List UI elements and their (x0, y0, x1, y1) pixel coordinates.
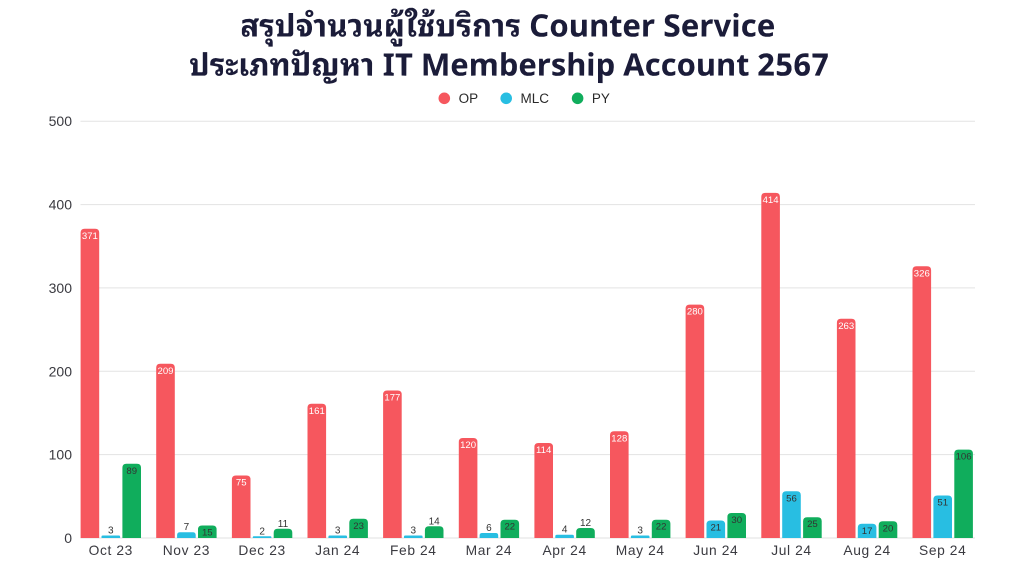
svg-text:22: 22 (656, 522, 667, 533)
svg-text:2: 2 (259, 526, 265, 537)
svg-text:21: 21 (710, 523, 721, 534)
svg-text:326: 326 (914, 268, 930, 279)
svg-text:177: 177 (384, 393, 400, 404)
svg-text:Feb 24: Feb 24 (390, 543, 437, 558)
svg-text:263: 263 (838, 321, 854, 332)
svg-text:PY: PY (592, 91, 610, 106)
svg-text:22: 22 (504, 522, 515, 533)
svg-text:Jul 24: Jul 24 (771, 543, 811, 558)
svg-text:56: 56 (786, 493, 797, 504)
svg-text:200: 200 (49, 363, 73, 379)
svg-text:Sep 24: Sep 24 (919, 543, 966, 558)
svg-text:120: 120 (460, 440, 476, 451)
svg-text:Dec 23: Dec 23 (238, 543, 285, 558)
svg-text:23: 23 (353, 521, 364, 532)
svg-text:280: 280 (687, 307, 703, 318)
svg-text:Jan 24: Jan 24 (315, 543, 360, 558)
svg-text:May 24: May 24 (616, 543, 665, 558)
svg-text:414: 414 (763, 195, 780, 206)
svg-text:OP: OP (459, 91, 479, 106)
svg-text:Nov 23: Nov 23 (163, 543, 210, 558)
svg-text:3: 3 (637, 526, 643, 537)
svg-text:4: 4 (562, 525, 568, 536)
svg-text:500: 500 (49, 113, 73, 129)
svg-text:14: 14 (429, 516, 441, 527)
svg-text:161: 161 (309, 406, 325, 417)
svg-text:Apr 24: Apr 24 (542, 543, 586, 558)
svg-text:6: 6 (486, 523, 492, 534)
svg-text:7: 7 (184, 522, 190, 533)
svg-text:106: 106 (956, 452, 972, 463)
svg-text:Oct 23: Oct 23 (89, 543, 133, 558)
svg-text:MLC: MLC (521, 91, 550, 106)
svg-text:3: 3 (335, 526, 341, 537)
svg-text:17: 17 (862, 526, 873, 537)
svg-text:12: 12 (580, 518, 592, 529)
svg-text:3: 3 (411, 526, 417, 537)
svg-text:25: 25 (807, 519, 818, 530)
svg-text:371: 371 (82, 231, 98, 242)
svg-text:3: 3 (108, 526, 114, 537)
svg-text:209: 209 (157, 366, 173, 377)
svg-text:20: 20 (883, 523, 894, 534)
svg-text:15: 15 (202, 528, 213, 539)
svg-text:75: 75 (236, 478, 247, 489)
svg-text:0: 0 (64, 530, 72, 546)
svg-text:51: 51 (937, 498, 948, 509)
svg-text:11: 11 (278, 519, 289, 530)
svg-text:100: 100 (49, 447, 73, 463)
svg-text:Mar 24: Mar 24 (466, 543, 513, 558)
svg-text:Aug 24: Aug 24 (843, 543, 890, 558)
svg-text:128: 128 (611, 433, 627, 444)
svg-text:Jun 24: Jun 24 (693, 543, 738, 558)
svg-text:89: 89 (126, 466, 137, 477)
svg-text:114: 114 (536, 445, 552, 456)
svg-text:400: 400 (49, 197, 73, 213)
svg-text:300: 300 (49, 280, 73, 296)
svg-text:30: 30 (731, 515, 742, 526)
